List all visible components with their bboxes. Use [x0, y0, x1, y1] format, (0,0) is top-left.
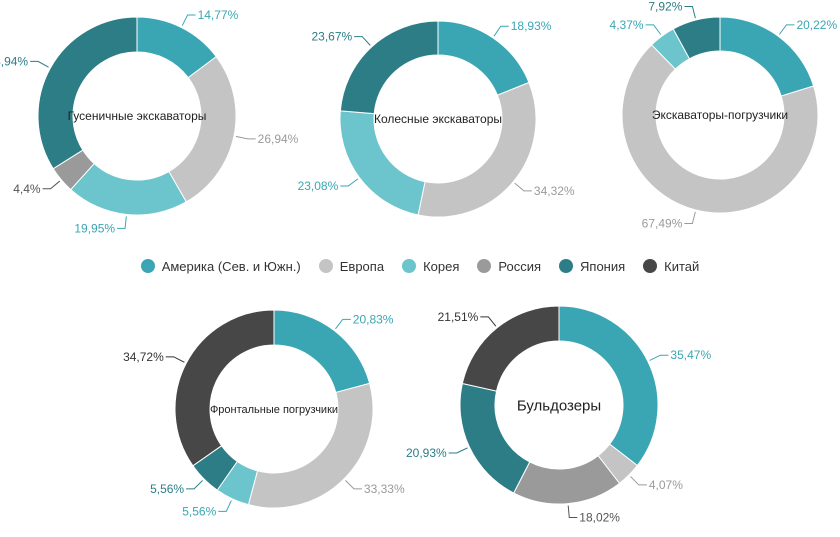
leader-line — [514, 182, 532, 192]
leader-line — [235, 135, 256, 140]
slice-korea[interactable] — [339, 110, 426, 216]
leader-line — [684, 5, 696, 19]
slice-china[interactable] — [461, 305, 560, 392]
donut-chart-1: 14,77% 26,94% 19,95% 4,4% 33,94% Гусеничные э… — [0, 8, 299, 235]
slice-label: 20,22% — [796, 18, 837, 32]
leader-line — [181, 14, 196, 26]
chart-title: Бульдозеры — [517, 397, 601, 414]
legend-dot-icon — [140, 259, 155, 273]
legend-item-europe[interactable]: Европа — [318, 258, 385, 274]
leader-line — [684, 211, 696, 225]
slice-europe[interactable] — [621, 44, 819, 214]
leader-line — [30, 60, 49, 68]
slice-europe[interactable] — [417, 81, 537, 218]
legend-dot-icon — [643, 259, 658, 273]
legend-label: Европа — [339, 258, 385, 274]
leader-line — [480, 316, 497, 327]
slice-europe[interactable] — [247, 382, 374, 509]
slice-label: 35,47% — [670, 348, 711, 362]
legend-label: Америка (Сев. и Южн.) — [161, 258, 301, 274]
legend-label: Япония — [580, 258, 626, 274]
leader-line — [448, 447, 468, 454]
slice-label: 20,93% — [406, 446, 447, 460]
donut-chart-2: 18,93% 34,32% 23,08% 23,67% Колесные экскава… — [298, 19, 575, 218]
leader-line — [335, 318, 351, 330]
chart-title: Фронтальные погрузчики — [210, 404, 338, 416]
slice-label: 7,92% — [648, 0, 682, 13]
leader-line — [645, 24, 662, 35]
leader-line — [340, 178, 359, 187]
leader-line — [493, 25, 509, 37]
leader-line — [218, 500, 232, 512]
legend-item-america[interactable]: Америка (Сев. и Южн.) — [140, 258, 301, 274]
slice-label: 33,94% — [0, 54, 28, 68]
leader-line — [117, 216, 127, 229]
slice-japan[interactable] — [672, 16, 721, 60]
leader-line — [778, 24, 795, 35]
donut-chart-3: 20,22% 67,49% 4,37% 7,92% Экскаваторы-погруз… — [610, 0, 838, 231]
chart-title: Экскаваторы-погрузчики — [652, 108, 788, 122]
slice-japan[interactable] — [339, 20, 439, 115]
legend-dot-icon — [477, 259, 492, 273]
donut-chart-5: 35,47% 4,07% 18,02% 20,93% 21,51% Бульдозеры — [406, 305, 711, 525]
slice-label: 23,67% — [311, 30, 352, 44]
slice-europe[interactable] — [168, 55, 237, 203]
legend-item-korea[interactable]: Корея — [402, 259, 459, 274]
slice-label: 5,56% — [182, 504, 216, 518]
legend-dot-icon — [402, 259, 417, 273]
slice-label: 20,83% — [353, 312, 394, 326]
slice-label: 23,08% — [298, 179, 339, 193]
chart-title: Колесные экскаваторы — [374, 112, 502, 126]
slice-label: 4,37% — [610, 18, 644, 32]
leader-line — [165, 356, 185, 363]
legend-item-russia[interactable]: Россия — [477, 259, 541, 274]
slice-label: 34,72% — [123, 350, 164, 364]
leader-line — [186, 480, 203, 490]
slice-label: 18,02% — [579, 511, 620, 525]
legend-item-china[interactable]: Китай — [643, 259, 699, 274]
legend-label: Корея — [423, 258, 460, 274]
chart-title: Гусеничные экскаваторы — [68, 109, 207, 123]
slice-label: 21,51% — [438, 310, 479, 324]
legend-item-japan[interactable]: Япония — [559, 259, 625, 274]
leader-line — [649, 354, 669, 361]
slice-label: 33,33% — [364, 482, 405, 496]
leader-line — [354, 36, 371, 46]
leader-line — [345, 480, 362, 490]
slice-label: 14,77% — [198, 8, 239, 22]
leader-line — [630, 476, 647, 486]
slice-label: 4,4% — [13, 182, 41, 196]
slice-label: 67,49% — [642, 217, 683, 231]
slice-japan[interactable] — [37, 16, 138, 170]
slice-label: 19,95% — [74, 221, 115, 235]
slice-label: 18,93% — [511, 19, 552, 33]
slice-label: 4,07% — [649, 478, 683, 492]
leader-line — [42, 180, 61, 190]
slice-label: 34,32% — [534, 184, 575, 198]
legend-dot-icon — [559, 259, 574, 273]
legend-label: Россия — [498, 258, 542, 274]
legend-dot-icon — [318, 259, 333, 273]
legend-label: Китай — [664, 258, 700, 274]
legend: Америка (Сев. и Южн.) Европа Корея Россия Яп… — [0, 252, 840, 280]
leader-line — [567, 505, 578, 519]
slice-label: 5,56% — [150, 482, 184, 496]
slice-label: 26,94% — [258, 132, 299, 146]
donut-chart-4: 20,83% 33,33% 5,56% 5,56% 34,72% Фронтальные … — [123, 309, 405, 518]
slice-america[interactable] — [558, 305, 659, 467]
slice-china[interactable] — [174, 309, 275, 467]
slice-korea[interactable] — [70, 162, 187, 216]
